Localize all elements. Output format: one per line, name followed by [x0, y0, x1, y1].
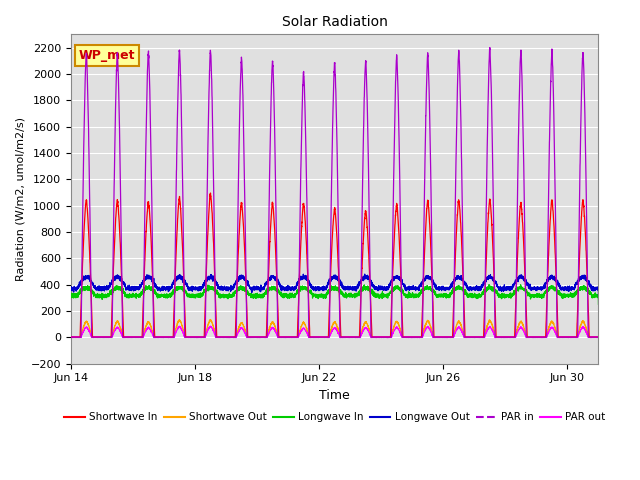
PAR out	[151, 334, 159, 340]
PAR in	[595, 334, 602, 340]
Longwave In	[151, 289, 159, 295]
PAR in	[177, 82, 184, 87]
Shortwave Out	[151, 334, 159, 340]
Line: Shortwave Out: Shortwave Out	[71, 320, 598, 337]
PAR in	[151, 334, 159, 340]
Shortwave In	[115, 214, 123, 220]
Longwave In	[177, 284, 184, 290]
Longwave Out	[595, 293, 602, 299]
Longwave In	[485, 282, 493, 288]
Longwave Out	[444, 287, 452, 292]
Shortwave Out	[177, 319, 184, 325]
PAR out	[230, 335, 237, 340]
Shortwave In	[385, 334, 393, 340]
Longwave Out	[177, 274, 184, 280]
Title: Solar Radiation: Solar Radiation	[282, 15, 388, 29]
PAR in	[444, 334, 452, 340]
PAR out	[67, 334, 75, 340]
Shortwave In	[67, 334, 75, 340]
Shortwave Out	[391, 321, 399, 327]
Legend: Shortwave In, Shortwave Out, Longwave In, Longwave Out, PAR in, PAR out: Shortwave In, Shortwave Out, Longwave In…	[60, 408, 609, 427]
Longwave Out	[67, 288, 75, 293]
Shortwave Out	[207, 317, 214, 323]
Longwave Out	[151, 282, 159, 288]
Text: WP_met: WP_met	[79, 49, 135, 62]
Shortwave In	[444, 334, 452, 340]
PAR out	[115, 326, 123, 332]
PAR out	[444, 334, 452, 340]
PAR in	[385, 334, 393, 340]
Shortwave In	[151, 334, 159, 340]
PAR in	[115, 95, 123, 101]
Shortwave In	[391, 221, 399, 227]
Longwave In	[444, 292, 452, 298]
PAR out	[391, 326, 399, 332]
Longwave In	[391, 286, 399, 292]
Shortwave Out	[595, 334, 602, 340]
Y-axis label: Radiation (W/m2, umol/m2/s): Radiation (W/m2, umol/m2/s)	[15, 117, 25, 281]
PAR out	[207, 324, 214, 329]
Shortwave Out	[67, 334, 75, 340]
PAR in	[391, 108, 399, 114]
Longwave In	[67, 292, 75, 298]
Longwave In	[115, 286, 123, 291]
Longwave In	[595, 301, 602, 307]
Longwave Out	[361, 271, 369, 277]
PAR in	[67, 334, 75, 340]
PAR out	[595, 334, 602, 340]
Line: Shortwave In: Shortwave In	[71, 193, 598, 337]
Shortwave Out	[444, 334, 452, 340]
Shortwave In	[177, 210, 184, 216]
Line: Longwave Out: Longwave Out	[71, 274, 598, 296]
Line: PAR in: PAR in	[71, 48, 598, 337]
Longwave Out	[385, 281, 393, 287]
PAR out	[386, 335, 394, 340]
Longwave Out	[115, 275, 123, 280]
Longwave Out	[391, 274, 399, 280]
Shortwave Out	[115, 321, 123, 326]
Shortwave In	[595, 334, 602, 340]
Longwave In	[385, 291, 393, 297]
X-axis label: Time: Time	[319, 389, 350, 402]
Shortwave In	[207, 190, 214, 196]
PAR out	[177, 325, 184, 331]
Line: PAR out: PAR out	[71, 326, 598, 337]
PAR in	[486, 45, 493, 50]
Shortwave Out	[385, 334, 393, 340]
Line: Longwave In: Longwave In	[71, 285, 598, 304]
